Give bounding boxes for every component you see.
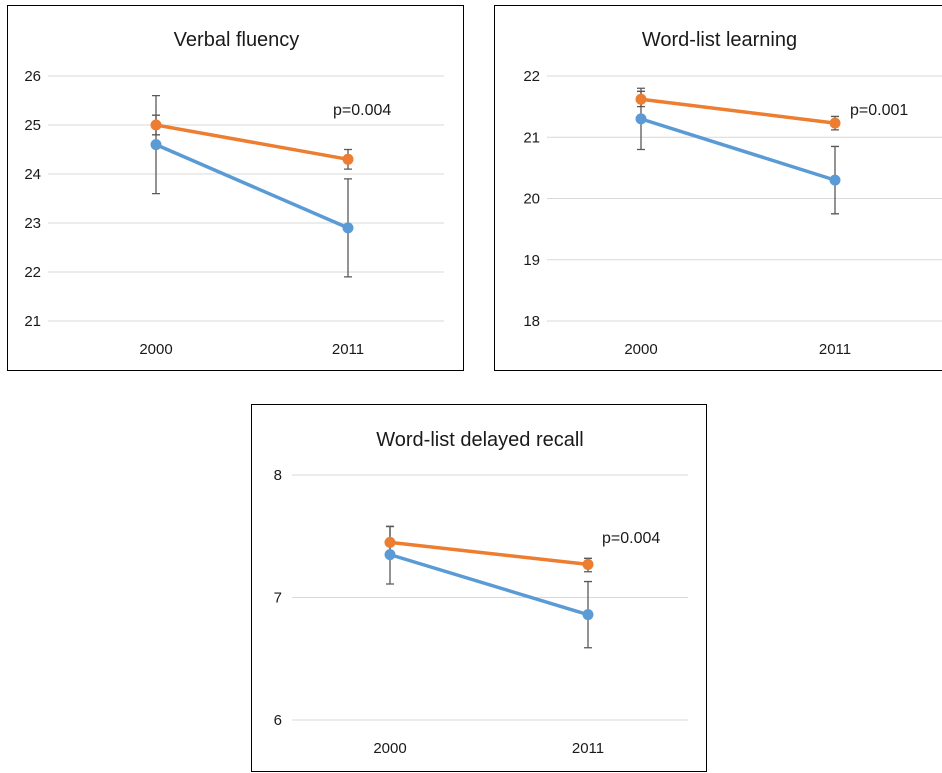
- data-point-series-0-2011: [342, 153, 354, 165]
- data-point-series-0-2011: [582, 558, 594, 570]
- x-tick-label-2000: 2000: [139, 341, 172, 358]
- chart-title: Verbal fluency: [174, 29, 300, 51]
- y-tick-label-24: 24: [24, 166, 41, 183]
- x-tick-label-2011: 2011: [572, 740, 604, 757]
- data-point-series-1-2011: [829, 174, 841, 186]
- y-tick-label-7: 7: [274, 590, 282, 607]
- y-tick-label-22: 22: [523, 68, 540, 85]
- data-point-series-0-2000: [384, 536, 396, 548]
- p-value-annotation: p=0.001: [850, 102, 908, 119]
- chart-panel-verbal-fluency: Verbal fluency 21 22 23 24 25 26 2000 2011 p=0.00…: [7, 5, 464, 371]
- y-tick-label-19: 19: [523, 252, 540, 269]
- y-tick-label-26: 26: [24, 68, 41, 85]
- data-point-series-1-2011: [342, 222, 354, 234]
- data-point-series-1-2000: [150, 139, 162, 151]
- data-point-series-0-2011: [829, 117, 841, 129]
- data-point-series-1-2011: [582, 609, 594, 621]
- series-line-0: [388, 540, 590, 567]
- x-tick-label-2000: 2000: [624, 341, 657, 358]
- p-value-annotation: p=0.004: [602, 530, 660, 547]
- series-line-1: [154, 142, 350, 230]
- line-chart-word-list-learning: Word-list learning 18 19 20 21 22 2000 2011 p=0.…: [523, 29, 942, 358]
- line-chart-word-list-delayed-recall: Word-list delayed recall 6 7 8 2000 2011 p=0.0…: [274, 429, 688, 757]
- series-line-1: [388, 552, 590, 617]
- series-line-0: [154, 123, 350, 162]
- line-chart-verbal-fluency: Verbal fluency 21 22 23 24 25 26 2000 2011 p=0.00…: [24, 29, 444, 358]
- y-tick-label-8: 8: [274, 467, 282, 484]
- y-tick-label-6: 6: [274, 712, 282, 729]
- series-line-0: [639, 97, 837, 125]
- y-tick-label-21: 21: [523, 129, 540, 146]
- series-line-1: [639, 117, 837, 182]
- x-tick-label-2000: 2000: [373, 740, 406, 757]
- data-point-series-1-2000: [635, 113, 647, 125]
- y-tick-label-23: 23: [24, 215, 41, 232]
- y-tick-label-18: 18: [523, 313, 540, 330]
- chart-panel-word-list-learning: Word-list learning 18 19 20 21 22 2000 2011 p=0.…: [494, 5, 942, 371]
- chart-title: Word-list learning: [642, 29, 797, 51]
- data-point-series-0-2000: [635, 93, 647, 105]
- y-tick-label-20: 20: [523, 191, 540, 208]
- data-point-series-1-2000: [384, 549, 396, 561]
- chart-title: Word-list delayed recall: [376, 429, 584, 451]
- p-value-annotation: p=0.004: [333, 102, 391, 119]
- x-tick-label-2011: 2011: [332, 341, 364, 358]
- chart-panel-word-list-delayed-recall: Word-list delayed recall 6 7 8 2000 2011 p=0.0…: [251, 404, 707, 772]
- y-tick-label-21: 21: [24, 313, 41, 330]
- data-point-series-0-2000: [150, 119, 162, 131]
- y-tick-label-22: 22: [24, 264, 41, 281]
- y-tick-label-25: 25: [24, 117, 41, 134]
- x-tick-label-2011: 2011: [819, 341, 851, 358]
